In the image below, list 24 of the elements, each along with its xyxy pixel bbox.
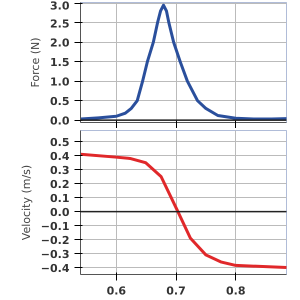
line-series (80, 152, 286, 270)
x-tick-label: 0.7 (166, 284, 186, 298)
y-tick-label: 0.0 (50, 206, 70, 220)
y-tick-label: −0.2 (40, 234, 70, 248)
y-tick-label: 1.0 (50, 76, 70, 89)
y-tick-label: 3.0 (50, 0, 70, 12)
y-tick-label: −0.1 (40, 220, 70, 234)
line-series (80, 4, 286, 120)
y-tick-label: −0.4 (40, 262, 70, 276)
y-axis-title: Velocity (m/s) (20, 164, 33, 240)
y-tick-label: 1.5 (50, 56, 70, 70)
y-tick-label: 0.5 (50, 95, 70, 108)
x-tick-label: 0.6 (106, 284, 126, 298)
y-tick-label: 0.5 (50, 136, 70, 150)
y-tick-label: 0.1 (50, 192, 70, 206)
y-axis-title: Force (N) (29, 37, 42, 88)
y-tick-label: 2.5 (50, 17, 70, 30)
y-tick-label: −0.3 (40, 248, 70, 262)
y-tick-label: 0.2 (50, 178, 70, 192)
y-tick-label: 2.0 (50, 36, 70, 50)
y-tick-label: 0.4 (50, 150, 70, 164)
y-tick-label: 0.0 (50, 114, 70, 128)
y-tick-label: 0.3 (50, 164, 70, 178)
x-tick-label: 0.8 (226, 284, 246, 298)
